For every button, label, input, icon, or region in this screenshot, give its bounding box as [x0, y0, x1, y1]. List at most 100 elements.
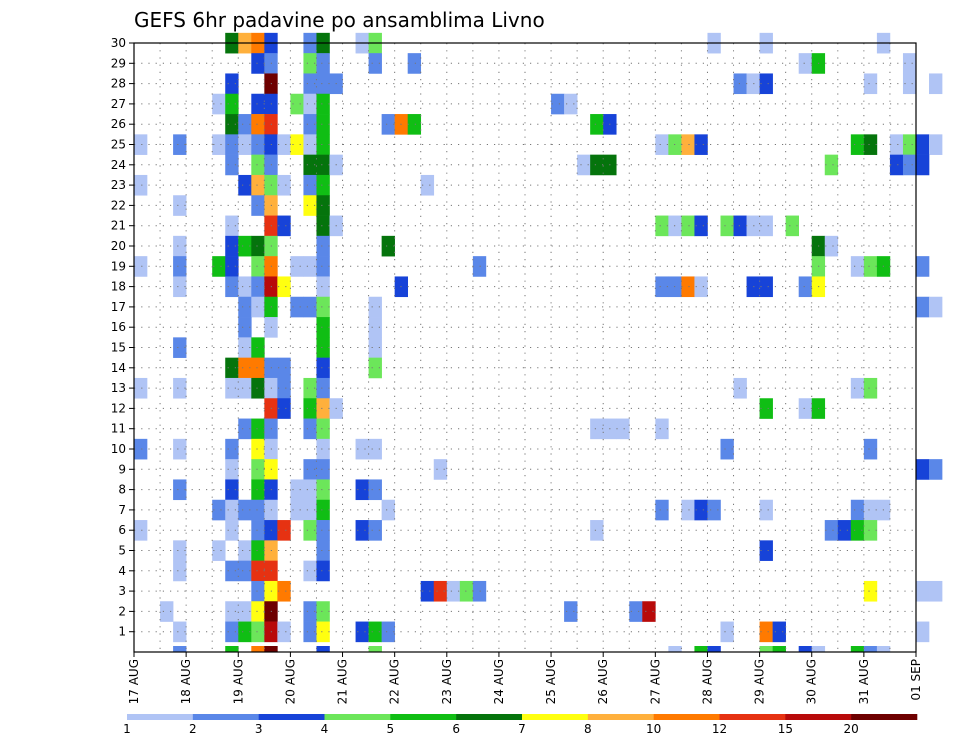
heatmap-cell: [303, 520, 317, 541]
y-tick-label: 23: [111, 178, 126, 192]
heatmap-cell: [707, 499, 721, 521]
heatmap-cell: [225, 114, 239, 135]
heatmap-cell: [733, 215, 747, 237]
heatmap-cell: [238, 621, 252, 643]
heatmap-cell: [733, 73, 747, 95]
heatmap-cell: [238, 114, 252, 135]
heatmap-cell: [759, 499, 773, 521]
heatmap-cell: [251, 53, 265, 74]
heatmap-cell: [277, 520, 291, 541]
y-tick-label: 4: [118, 564, 126, 578]
heatmap-cell: [355, 438, 369, 460]
heatmap-cell: [303, 154, 317, 176]
heatmap-cell: [889, 134, 904, 155]
heatmap-cell: [316, 438, 330, 460]
heatmap-cell: [316, 357, 330, 379]
heatmap-cell: [381, 621, 395, 643]
heatmap-cell: [590, 154, 604, 176]
heatmap-cell: [316, 317, 330, 338]
heatmap-cell: [290, 134, 304, 155]
heatmap-cell: [225, 134, 239, 155]
heatmap-cell: [173, 276, 187, 298]
legend-swatch: [390, 714, 457, 720]
heatmap-cell: [290, 296, 304, 318]
heatmap-cell: [368, 357, 382, 379]
legend-label: 10: [646, 722, 661, 736]
heatmap-cell: [225, 93, 239, 115]
x-tick-label: 27 AUG: [648, 659, 662, 704]
heatmap-cell: [655, 134, 669, 155]
y-tick-label: 17: [111, 300, 126, 314]
heatmap-cell: [655, 215, 669, 237]
heatmap-cell: [863, 646, 878, 653]
heatmap-cell: [629, 601, 643, 622]
y-tick-label: 25: [111, 138, 126, 152]
heatmap-cell: [173, 337, 187, 358]
heatmap-cell: [225, 357, 239, 379]
heatmap-cell: [251, 337, 265, 358]
heatmap-cell: [251, 520, 265, 541]
legend-swatch: [456, 714, 523, 720]
heatmap-cell: [316, 276, 330, 298]
x-axis-ticks: 17 AUG 18 AUG 19 AUG 20 AUG 21 AUG 22 AUG 23 A…: [127, 652, 923, 704]
y-tick-label: 2: [118, 604, 126, 618]
heatmap-cell: [316, 499, 330, 521]
heatmap-cell: [316, 560, 330, 582]
heatmap-cell: [785, 215, 799, 237]
heatmap-cell: [277, 174, 291, 196]
heatmap-cell: [303, 499, 317, 521]
heatmap-cell: [316, 479, 330, 501]
heatmap-cell: [316, 418, 330, 440]
heatmap-cell: [381, 235, 395, 257]
grid-lines: [134, 42, 916, 652]
heatmap-cell: [902, 53, 917, 74]
heatmap-cell: [173, 560, 187, 582]
y-tick-label: 21: [111, 219, 126, 233]
legend-label: 15: [778, 722, 793, 736]
heatmap-cell: [212, 499, 226, 521]
heatmap-cell: [238, 317, 252, 338]
heatmap-cell: [264, 646, 278, 653]
heatmap-cell: [368, 317, 382, 338]
heatmap-cell: [446, 580, 461, 602]
y-tick-label: 11: [111, 422, 126, 436]
legend-swatch: [192, 714, 259, 720]
heatmap-cell: [277, 621, 291, 643]
heatmap-cell: [238, 560, 252, 582]
heatmap-cell: [277, 276, 291, 298]
heatmap-cell: [277, 398, 291, 419]
heatmap-cell: [824, 520, 839, 541]
heatmap-cell: [316, 114, 330, 135]
heatmap-cell: [251, 377, 265, 399]
heatmap-cell: [251, 499, 265, 521]
heatmap-cell: [225, 560, 239, 582]
heatmap-cell: [850, 134, 865, 155]
heatmap-cell: [303, 398, 317, 419]
heatmap-cell: [902, 73, 917, 95]
heatmap-cell: [433, 459, 448, 480]
heatmap-cell: [420, 174, 435, 196]
legend-swatch: [324, 714, 391, 720]
x-tick-label: 01 SEP: [909, 659, 923, 701]
x-tick-label: 22 AUG: [388, 659, 402, 704]
heatmap-cell: [381, 114, 395, 135]
y-tick-label: 13: [111, 381, 126, 395]
y-tick-label: 6: [118, 523, 126, 537]
y-tick-label: 14: [111, 361, 126, 375]
heatmap-cell: [798, 398, 813, 419]
heatmap-cell: [707, 646, 721, 653]
heatmap-cell: [316, 520, 330, 541]
legend-label: 4: [321, 722, 329, 736]
heatmap-cell: [303, 134, 317, 155]
heatmap-cell: [681, 499, 695, 521]
heatmap-cell: [902, 134, 917, 155]
heatmap-cell: [889, 154, 904, 176]
heatmap-cell: [251, 560, 265, 582]
x-tick-label: 19 AUG: [231, 659, 245, 704]
heatmap-cell: [173, 256, 187, 277]
heatmap-cell: [850, 520, 865, 541]
heatmap-cell: [916, 459, 930, 480]
heatmap-cell: [472, 256, 487, 277]
y-tick-label: 27: [111, 97, 126, 111]
heatmap-cell: [212, 256, 226, 277]
